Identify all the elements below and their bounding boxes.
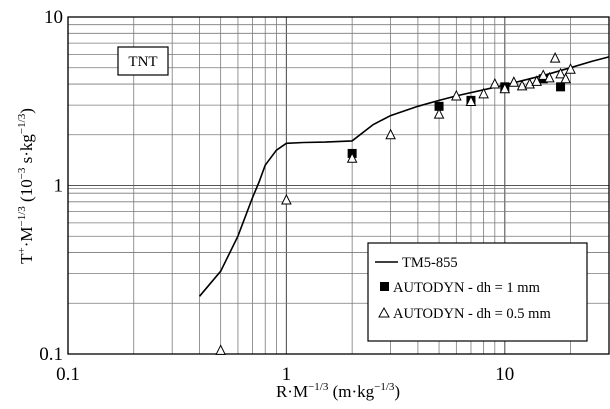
data-point-triangle: [451, 89, 462, 101]
data-point-triangle: [346, 152, 358, 163]
data-point-triangle: [549, 52, 561, 63]
data-point-triangle: [465, 95, 477, 107]
data-point-triangle: [499, 82, 511, 94]
legend-triangle-swatch: [378, 306, 390, 318]
data-point-triangle: [385, 128, 396, 140]
data-point-triangle: [537, 69, 549, 80]
data-point-triangle: [215, 344, 226, 355]
tnt-tag-text: TNT: [128, 54, 157, 70]
data-point-triangle: [433, 108, 445, 119]
data-point-triangle: [555, 67, 566, 79]
data-point-triangle: [516, 79, 528, 91]
tick-labels: 0.1 1 10 0.1 1 10: [39, 7, 514, 385]
data-point-triangle: [281, 193, 292, 205]
series-layer: [198, 52, 610, 355]
data-point-triangle: [478, 87, 489, 99]
x-axis-label: R·M−1/3 (m·kg−1/3): [276, 381, 400, 401]
legend-square-swatch: [380, 282, 389, 291]
y-tick-label: 10: [44, 7, 63, 28]
x-tick-label: 1: [282, 364, 292, 385]
data-point-triangle: [531, 75, 543, 86]
legend-label-autodyn-1mm: AUTODYN - dh = 1 mm: [393, 280, 541, 296]
data-point-triangle: [508, 76, 520, 87]
x-tick-label: 0.1: [56, 364, 80, 385]
data-point-square: [556, 82, 566, 92]
legend-box: [367, 242, 588, 342]
plot-area-frame: [67, 16, 610, 355]
data-point-triangle: [560, 72, 571, 84]
tnt-tag-box: [117, 46, 169, 76]
y-axis-label: T+·M−1/3 (10−3 s·kg−1/3): [16, 108, 36, 264]
legend: TM5-855 AUTODYN - dh = 1 mm AUTODYN - dh…: [367, 242, 588, 342]
y-tick-label: 1: [54, 176, 64, 197]
data-point-triangle: [565, 63, 576, 74]
tnt-tag: TNT: [117, 46, 169, 76]
data-point-square: [434, 101, 444, 111]
data-point-triangle: [544, 71, 555, 83]
legend-label-tm5: TM5-855: [402, 255, 458, 271]
data-point-triangle: [489, 77, 501, 89]
x-tick-label: 10: [495, 364, 514, 385]
legend-label-autodyn-0-5mm: AUTODYN - dh = 0.5 mm: [393, 306, 551, 322]
y-tick-label: 0.1: [39, 344, 63, 365]
